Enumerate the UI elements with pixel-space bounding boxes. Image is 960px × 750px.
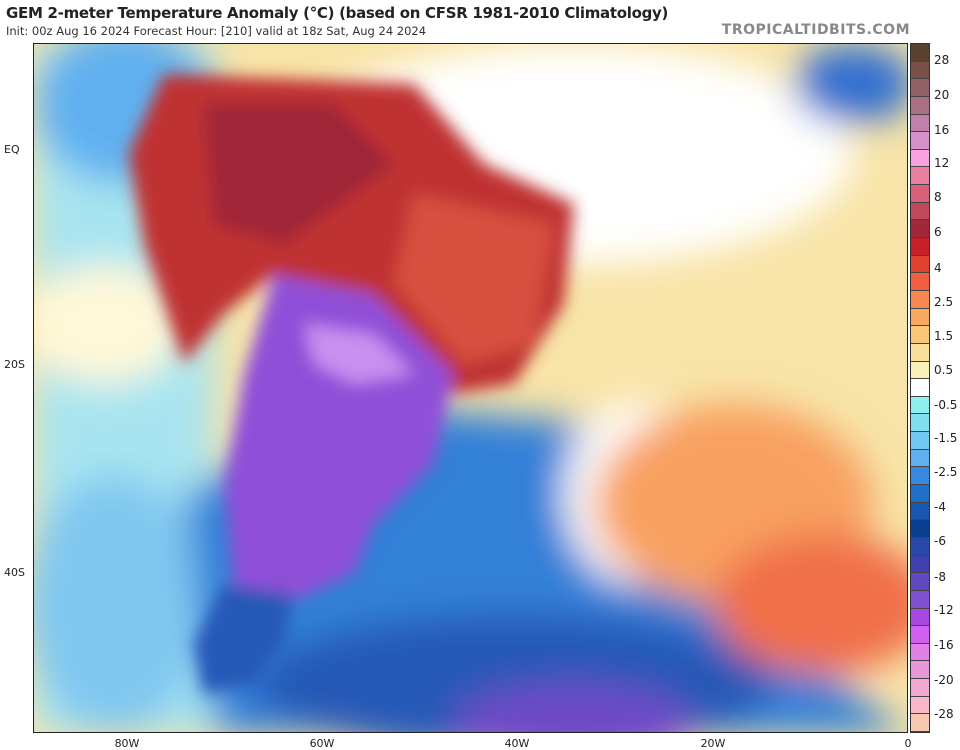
colorbar-swatch	[911, 308, 929, 327]
colorbar-swatch	[911, 167, 929, 186]
colorbar-swatch	[911, 255, 929, 274]
colorbar-label: -16	[934, 638, 954, 652]
colorbar-swatch	[911, 44, 929, 62]
colorbar-label: -2.5	[934, 465, 958, 479]
colorbar-swatch	[911, 238, 929, 256]
colorbar-swatch	[911, 343, 929, 362]
temperature-anomaly-map	[33, 43, 908, 733]
colorbar-swatch	[911, 132, 929, 150]
colorbar-swatch	[911, 520, 929, 538]
colorbar-label: -12	[934, 603, 954, 617]
colorbar-swatch	[911, 467, 929, 486]
colorbar-label: 6	[934, 225, 942, 239]
colorbar-label: 28	[934, 53, 950, 67]
colorbar-swatch	[911, 96, 929, 115]
colorbar-swatch	[911, 502, 929, 521]
map-title: GEM 2-meter Temperature Anomaly (°C) (ba…	[6, 4, 669, 22]
colorbar-swatch	[911, 449, 929, 468]
colorbar-label: 16	[934, 123, 950, 137]
lon-label-0: 0	[904, 737, 912, 750]
map-subtitle: Init: 00z Aug 16 2024 Forecast Hour: [21…	[6, 24, 427, 38]
colorbar-swatch	[911, 661, 929, 680]
colorbar-swatch	[911, 273, 929, 291]
colorbar-label: 2.5	[934, 295, 954, 309]
colorbar-label: 8	[934, 190, 942, 204]
colorbar-swatch	[911, 714, 929, 732]
colorbar-swatch	[911, 590, 929, 609]
colorbar-swatch	[911, 61, 929, 80]
colorbar-swatch	[911, 626, 929, 644]
colorbar-swatch	[911, 555, 929, 574]
colorbar-label: -20	[934, 673, 954, 687]
colorbar-label: 1.5	[934, 329, 954, 343]
lon-label-40w: 40W	[504, 737, 530, 750]
colorbar-swatch	[911, 432, 929, 450]
colorbar-swatch	[911, 696, 929, 715]
lat-label-40s: 40S	[4, 566, 25, 579]
colorbar-swatch	[911, 643, 929, 662]
colorbar-swatch	[911, 361, 929, 380]
colorbar-swatch	[911, 202, 929, 221]
colorbar-swatch	[911, 220, 929, 239]
brand-watermark: TROPICALTIDBITS.COM	[721, 22, 910, 38]
lon-label-20w: 20W	[700, 737, 726, 750]
colorbar-swatch	[911, 149, 929, 168]
colorbar-swatch	[911, 485, 929, 503]
colorbar-label: 0.5	[934, 363, 954, 377]
colorbar-swatch	[911, 608, 929, 627]
colorbar-swatch	[911, 185, 929, 203]
colorbar-swatch	[911, 573, 929, 591]
colorbar-label: 12	[934, 156, 950, 170]
colorbar-swatch	[911, 379, 929, 397]
colorbar-swatch	[911, 79, 929, 97]
colorbar-swatch	[911, 414, 929, 433]
colorbar-swatch	[911, 679, 929, 697]
colorbar-swatch	[911, 396, 929, 415]
colorbar	[910, 43, 930, 733]
colorbar-swatch	[911, 326, 929, 344]
lon-label-80w: 80W	[114, 737, 140, 750]
colorbar-swatch	[911, 114, 929, 133]
lat-label-20s: 20S	[4, 358, 25, 371]
lat-label-eq: EQ	[4, 143, 20, 156]
colorbar-swatch	[911, 537, 929, 556]
colorbar-label: -0.5	[934, 398, 958, 412]
colorbar-label: -4	[934, 500, 946, 514]
colorbar-label: -1.5	[934, 431, 958, 445]
colorbar-label: -28	[934, 707, 954, 721]
colorbar-label: -6	[934, 534, 946, 548]
colorbar-label: 4	[934, 261, 942, 275]
lon-label-60w: 60W	[309, 737, 335, 750]
colorbar-swatch	[911, 290, 929, 309]
colorbar-label: -8	[934, 570, 946, 584]
colorbar-label: 20	[934, 88, 950, 102]
